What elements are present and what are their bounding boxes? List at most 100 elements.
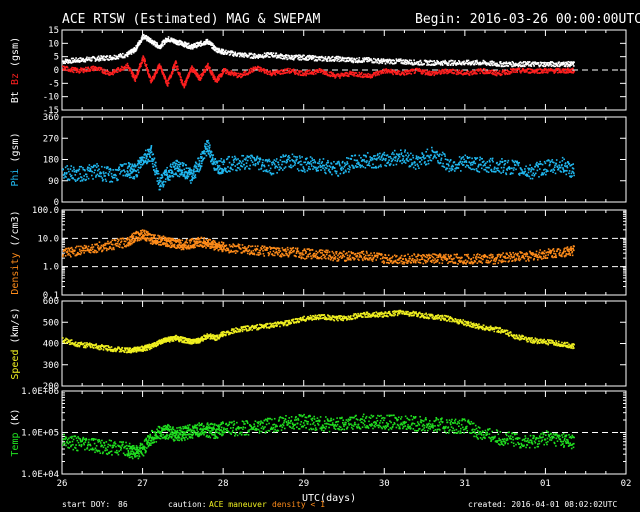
mag-point <box>158 47 161 49</box>
mag-point <box>139 66 141 69</box>
phi-point <box>171 163 174 166</box>
mag-point <box>236 54 239 57</box>
density-point <box>110 243 113 246</box>
phi-point <box>137 166 140 169</box>
mag-point <box>175 39 177 42</box>
phi-point <box>306 162 309 164</box>
mag-point <box>233 71 236 74</box>
mag-point <box>520 70 523 73</box>
phi-point <box>258 160 261 163</box>
phi-point <box>155 169 157 172</box>
mag-point <box>369 76 371 78</box>
phi-point <box>233 158 236 161</box>
mag-point <box>453 62 455 65</box>
phi-point <box>70 174 73 177</box>
mag-point <box>226 52 229 54</box>
density-point <box>95 249 97 252</box>
phi-point <box>68 170 70 173</box>
mag-point <box>242 54 245 56</box>
phi-point <box>516 161 518 164</box>
phi-point <box>179 173 181 175</box>
mag-point <box>221 50 224 52</box>
mag-point <box>106 58 108 60</box>
mag-point <box>431 72 434 75</box>
mag-point <box>257 66 259 68</box>
phi-point <box>363 159 365 161</box>
mag-point <box>518 64 521 67</box>
phi-point <box>246 155 249 157</box>
mag-point <box>244 74 247 76</box>
mag-point <box>350 57 352 60</box>
mag-point <box>569 65 571 68</box>
mag-point <box>324 72 327 75</box>
mag-point <box>136 70 139 73</box>
density-point <box>103 247 106 250</box>
density-point <box>88 250 90 252</box>
phi-point <box>485 166 488 169</box>
mag-point <box>436 72 439 75</box>
mag-point <box>420 71 423 73</box>
mag-point <box>330 74 333 77</box>
phi-point <box>464 154 467 157</box>
phi-point <box>70 165 73 167</box>
mag-point <box>108 56 111 59</box>
mag-point <box>555 69 558 72</box>
mag-point <box>268 53 271 55</box>
mag-point <box>482 72 485 75</box>
mag-point <box>288 57 291 59</box>
mag-point <box>401 72 404 74</box>
mag-point <box>539 64 541 67</box>
mag-point <box>534 71 536 73</box>
phi-point <box>457 167 460 169</box>
mag-point <box>437 62 439 64</box>
mag-point <box>456 61 458 64</box>
mag-point <box>253 56 255 58</box>
density-point <box>105 247 107 249</box>
density-point <box>113 239 116 242</box>
phi-point <box>101 180 104 182</box>
mag-point <box>543 65 545 68</box>
mag-point <box>463 63 466 66</box>
phi-point <box>539 160 541 163</box>
mag-point <box>274 55 276 57</box>
mag-point <box>165 39 167 41</box>
phi-point <box>113 174 116 176</box>
phi-point <box>471 163 474 166</box>
phi-point <box>466 157 469 160</box>
phi-point <box>392 158 394 160</box>
phi-point <box>514 164 517 166</box>
mag-point <box>315 56 317 59</box>
mag-point <box>555 64 558 67</box>
phi-point <box>249 157 252 159</box>
phi-point <box>232 163 235 166</box>
phi-point <box>185 164 187 167</box>
phi-point <box>329 166 332 168</box>
mag-point <box>417 63 419 66</box>
phi-point <box>374 158 377 160</box>
phi-point <box>186 173 189 175</box>
phi-point <box>410 158 413 161</box>
phi-point <box>67 168 69 170</box>
phi-point <box>412 156 415 159</box>
mag-point <box>71 70 74 73</box>
mag-point <box>446 62 449 64</box>
mag-point <box>381 60 384 63</box>
mag-point <box>515 68 518 71</box>
phi-point <box>341 160 344 163</box>
phi-point <box>406 152 409 154</box>
phi-point <box>79 180 82 182</box>
mag-point <box>188 73 191 76</box>
mag-point <box>497 71 500 74</box>
phi-point <box>143 160 146 163</box>
phi-point <box>290 166 293 169</box>
phi-point <box>475 157 477 160</box>
mag-point <box>460 63 463 66</box>
phi-point <box>160 185 162 188</box>
phi-point <box>468 156 471 159</box>
mag-point <box>555 62 558 65</box>
phi-point <box>364 154 367 157</box>
mag-point <box>161 43 163 46</box>
phi-point <box>236 166 239 169</box>
phi-point <box>216 167 219 170</box>
mag-point <box>144 59 146 61</box>
